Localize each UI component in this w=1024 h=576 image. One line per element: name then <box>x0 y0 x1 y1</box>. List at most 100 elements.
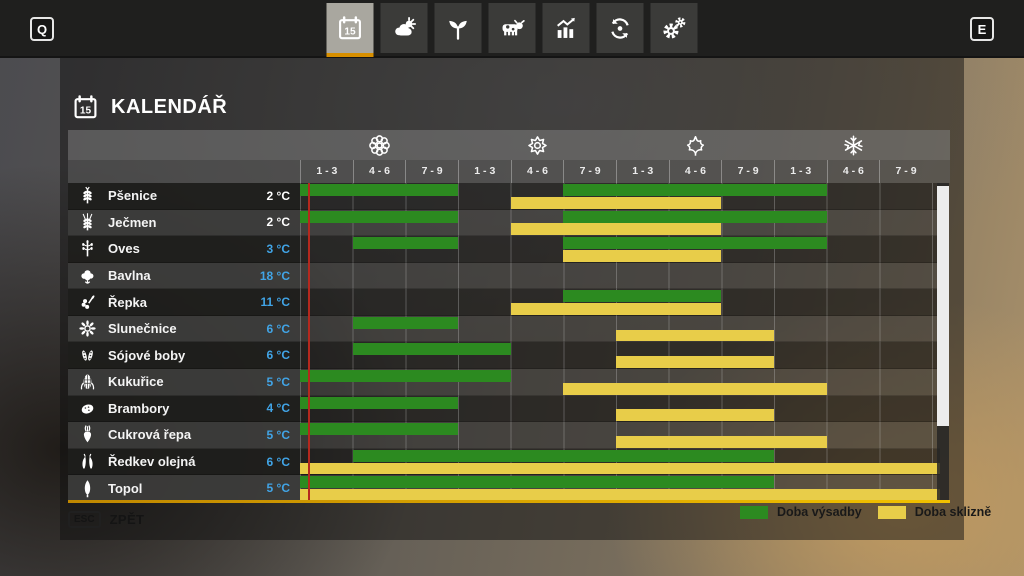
crop-name: Brambory <box>108 400 170 416</box>
crop-row[interactable]: Oves 3 °C <box>68 236 950 263</box>
crops-icon <box>445 15 472 42</box>
calendar-icon: 15 <box>337 15 364 42</box>
finances-icon <box>607 15 634 42</box>
page-title: 15 KALENDÁŘ <box>72 94 227 121</box>
key-hint-e[interactable]: E <box>970 17 994 41</box>
menu-tab[interactable] <box>488 3 536 53</box>
harvest-bar <box>616 409 774 422</box>
crop-label-cell: Sójové boby 6 °C <box>68 342 300 370</box>
harvest-bar <box>510 223 722 236</box>
crop-row[interactable]: Kukuřice 5 °C <box>68 369 950 396</box>
crop-row[interactable]: Ječmen 2 °C <box>68 209 950 237</box>
legend-item: Doba výsadby <box>740 505 862 519</box>
planting-bar <box>300 476 774 489</box>
scrollbar-thumb[interactable] <box>937 186 949 426</box>
crop-label-cell: Cukrová řepa 5 °C <box>68 422 300 449</box>
crop-rows: Pšenice 2 °C Ječmen 2 °C Oves 3 °C Bavln… <box>68 183 950 502</box>
menu-tab[interactable] <box>596 3 644 53</box>
crop-name: Řepka <box>108 294 148 310</box>
planting-bar <box>563 290 722 303</box>
summer-sun-icon <box>525 133 550 158</box>
crop-row[interactable]: Pšenice 2 °C <box>68 183 950 210</box>
season-cell <box>774 133 932 158</box>
scrollbar-track[interactable] <box>937 183 949 502</box>
crop-timeline <box>300 183 940 210</box>
period-label: 4 - 6 <box>510 160 564 183</box>
crop-min-temp: 2 °C <box>266 215 290 230</box>
menu-tab[interactable] <box>542 3 590 53</box>
harvest-bar <box>300 462 940 475</box>
season-cell <box>616 133 774 158</box>
period-label: 7 - 9 <box>879 160 932 183</box>
current-day-marker <box>307 183 310 502</box>
planting-bar <box>352 343 511 356</box>
crop-timeline <box>300 315 940 343</box>
harvest-bar <box>616 436 827 448</box>
top-bar: Q 15 E <box>0 0 1024 58</box>
legend-label: Doba sklizně <box>914 505 992 519</box>
barley-icon <box>77 212 98 233</box>
crop-label-cell: Topol 5 °C <box>68 475 300 502</box>
crop-row[interactable]: Slunečnice 6 °C <box>68 315 950 343</box>
crop-min-temp: 11 °C <box>260 295 290 310</box>
crop-min-temp: 5 °C <box>266 374 290 389</box>
crop-label-cell: Pšenice 2 °C <box>68 183 300 210</box>
season-cell <box>300 133 458 158</box>
crop-row[interactable]: Cukrová řepa 5 °C <box>68 422 950 449</box>
legend: Doba výsadby Doba sklizně <box>740 505 991 519</box>
esc-key-badge[interactable]: ESC <box>68 511 101 528</box>
menu-tab[interactable] <box>380 3 428 53</box>
harvest-bar <box>300 489 940 501</box>
period-label: 4 - 6 <box>826 160 880 183</box>
crop-timeline <box>300 209 940 237</box>
radish-icon <box>77 451 98 472</box>
crop-name: Sójové boby <box>108 347 186 363</box>
harvest-bar <box>616 356 774 369</box>
corn-icon <box>77 371 98 392</box>
crop-min-temp: 5 °C <box>266 427 290 442</box>
back-label: ZPĚT <box>109 512 145 527</box>
crop-name: Ječmen <box>108 214 157 230</box>
sugar-beet-icon <box>77 424 98 445</box>
crop-row[interactable]: Brambory 4 °C <box>68 395 950 423</box>
calendar-icon: 15 <box>72 94 99 121</box>
period-label: 7 - 9 <box>405 160 458 183</box>
menu-tab[interactable]: 15 <box>326 3 374 57</box>
harvest-bar <box>616 329 774 342</box>
crop-name: Bavlna <box>108 268 151 284</box>
crop-label-cell: Oves 3 °C <box>68 236 300 263</box>
legend-label: Doba výsadby <box>777 505 862 519</box>
crop-row[interactable]: Bavlna 18 °C <box>68 262 950 290</box>
harvest-bar <box>563 249 722 262</box>
crop-row[interactable]: Topol 5 °C <box>68 475 950 502</box>
settings-icon <box>661 15 688 42</box>
key-hint-q[interactable]: Q <box>30 17 54 41</box>
planting-bar <box>563 237 827 250</box>
menu-tab[interactable] <box>650 3 698 53</box>
crop-timeline <box>300 262 940 290</box>
planting-bar <box>352 237 458 250</box>
crop-name: Oves <box>108 241 140 257</box>
oat-icon <box>77 238 98 259</box>
crop-min-temp: 6 °C <box>266 348 290 363</box>
planting-bar <box>563 210 827 223</box>
period-label: 7 - 9 <box>721 160 774 183</box>
crop-name: Ředkev olejná <box>108 454 196 470</box>
potato-icon <box>77 398 98 419</box>
crop-row[interactable]: Řepka 11 °C <box>68 289 950 316</box>
back-button[interactable]: ESC ZPĚT <box>68 511 144 528</box>
svg-text:15: 15 <box>80 106 92 117</box>
crop-timeline <box>300 395 940 423</box>
crop-row[interactable]: Sójové boby 6 °C <box>68 342 950 370</box>
period-label: 4 - 6 <box>668 160 722 183</box>
harvest-bar <box>510 303 722 315</box>
legend-swatch <box>877 505 906 519</box>
crop-label-cell: Brambory 4 °C <box>68 395 300 423</box>
menu-tab[interactable] <box>434 3 482 53</box>
season-cell <box>458 133 616 158</box>
planting-bar <box>352 316 458 329</box>
crop-row[interactable]: Ředkev olejná 6 °C <box>68 448 950 476</box>
period-label: 1 - 3 <box>615 160 669 183</box>
